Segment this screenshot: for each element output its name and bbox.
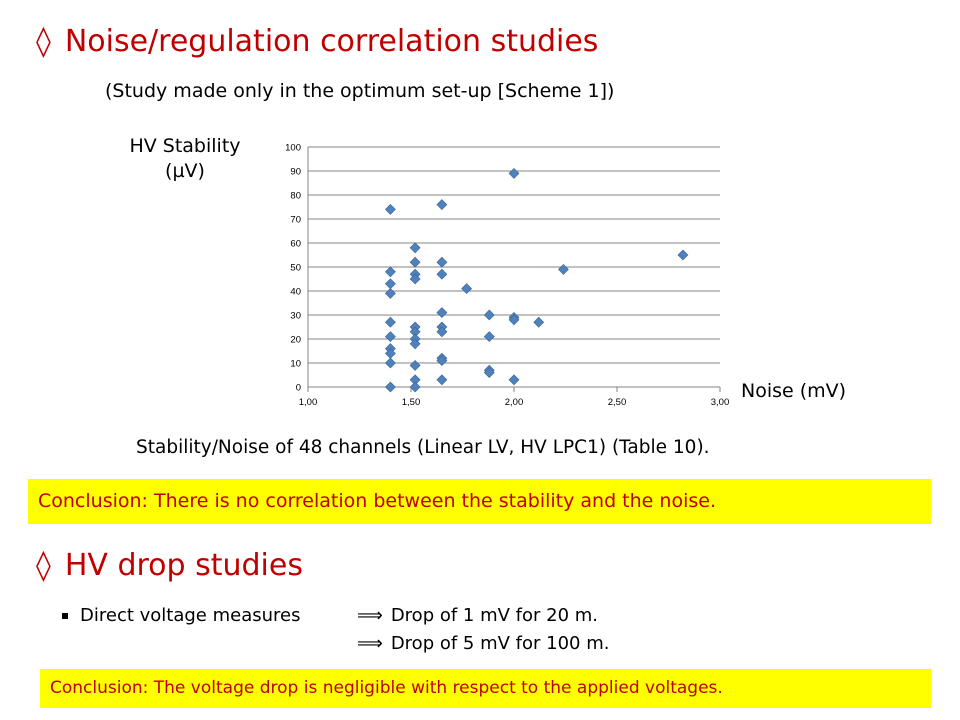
data-point: [409, 381, 421, 393]
conclusion-voltage-drop: Conclusion: The voltage drop is negligib…: [40, 669, 931, 708]
result-line-1: ⟹ Drop of 1 mV for 20 m.: [357, 605, 598, 626]
section-title-text: HV drop studies: [64, 548, 303, 583]
data-point: [384, 316, 396, 328]
bullet-text: Direct voltage measures: [80, 605, 301, 626]
x-tick-label: 2,50: [608, 397, 627, 408]
data-point: [436, 355, 448, 367]
data-point: [409, 338, 421, 350]
bullet-item: Direct voltage measures: [62, 605, 300, 626]
y-tick-label: 60: [290, 239, 301, 250]
scatter-chart: 0 10 20 30 40 50 60 70 80 90 100 1,00 1,50 2,00 2,50 3,…: [285, 143, 730, 409]
data-point: [508, 167, 520, 179]
result-line-2: ⟹ Drop of 5 mV for 100 m.: [357, 633, 609, 654]
y-tick-label: 40: [290, 287, 301, 298]
y-tick-label: 30: [290, 311, 301, 322]
implies-arrow-icon: ⟹: [357, 605, 383, 626]
x-tick-label: 2,00: [505, 397, 524, 408]
y-tick-label: 20: [290, 335, 301, 346]
data-point: [409, 273, 421, 285]
data-point: [483, 331, 495, 343]
implies-arrow-icon: ⟹: [357, 633, 383, 654]
section-title-hv-drop: ◊ HV drop studies: [36, 548, 303, 583]
data-point: [436, 199, 448, 211]
data-point: [409, 359, 421, 371]
data-point: [409, 256, 421, 268]
data-point: [483, 309, 495, 321]
data-point: [409, 242, 421, 254]
data-point: [461, 283, 473, 295]
data-point: [508, 314, 520, 326]
y-tick-label: 80: [290, 191, 301, 202]
x-tick-label: 1,00: [299, 397, 318, 408]
section-title-text: Noise/regulation correlation studies: [64, 24, 599, 59]
data-point: [508, 374, 520, 386]
data-point: [436, 268, 448, 280]
x-tick-label: 1,50: [402, 397, 421, 408]
diamond-icon: ◊: [36, 24, 51, 59]
data-point: [533, 316, 545, 328]
y-tick-label: 100: [285, 143, 301, 154]
data-point: [436, 326, 448, 338]
y-axis-label: HV Stability (µV): [110, 134, 260, 184]
section-title-noise: ◊ Noise/regulation correlation studies: [36, 24, 598, 59]
y-axis-label-line2: (µV): [165, 160, 205, 182]
data-point: [384, 278, 396, 290]
data-point: [384, 357, 396, 369]
result-text-1: Drop of 1 mV for 20 m.: [390, 605, 599, 626]
data-point: [436, 307, 448, 319]
y-tick-label: 50: [290, 263, 301, 274]
y-tick-label: 90: [290, 167, 301, 178]
data-point: [483, 367, 495, 379]
x-tick-label: 3,00: [711, 397, 730, 408]
subtitle: (Study made only in the optimum set-up […: [105, 80, 615, 102]
y-axis-label-line1: HV Stability: [129, 135, 241, 157]
y-tick-label: 10: [290, 359, 301, 370]
y-tick-label: 70: [290, 215, 301, 226]
data-point: [436, 374, 448, 386]
data-point: [677, 249, 689, 261]
y-tick-label: 0: [296, 383, 301, 394]
conclusion-correlation: Conclusion: There is no correlation betw…: [28, 479, 931, 524]
x-axis-label: Noise (mV): [741, 380, 847, 402]
chart-caption: Stability/Noise of 48 channels (Linear L…: [136, 437, 710, 458]
data-point: [384, 203, 396, 215]
data-point: [384, 266, 396, 278]
result-text-2: Drop of 5 mV for 100 m.: [390, 633, 610, 654]
data-point: [384, 287, 396, 299]
data-point: [436, 256, 448, 268]
bullet-square-icon: [62, 613, 68, 619]
data-point: [384, 381, 396, 393]
data-point: [384, 331, 396, 343]
data-point: [558, 263, 569, 275]
diamond-icon: ◊: [36, 548, 51, 583]
